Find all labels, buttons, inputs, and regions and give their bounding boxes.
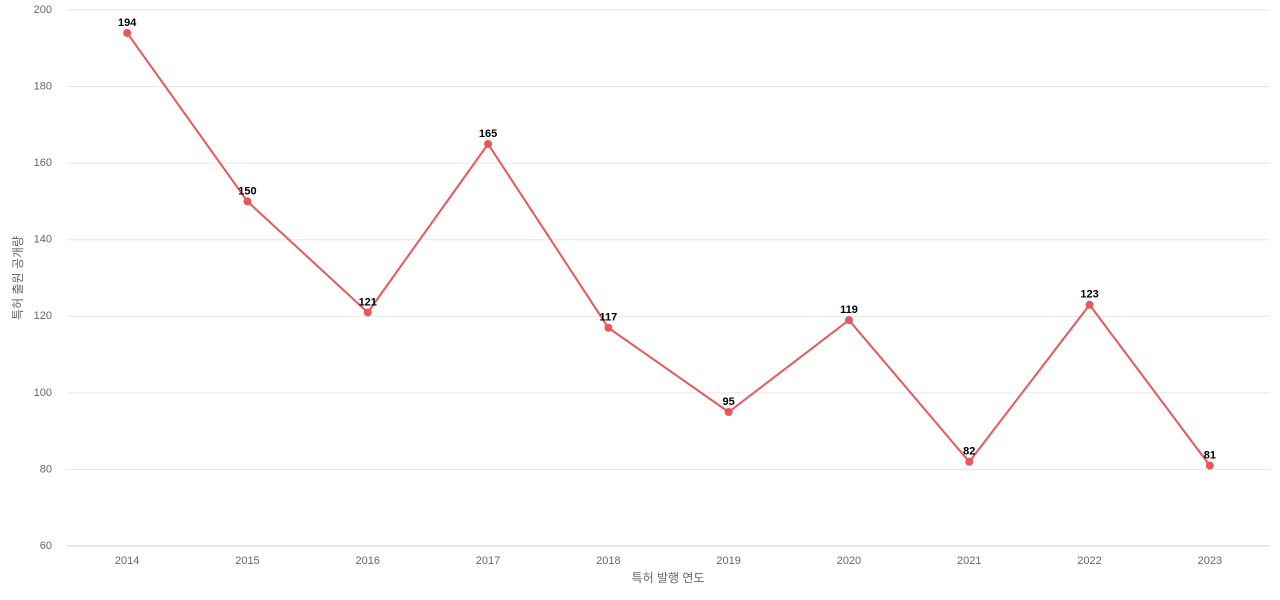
x-tick-label: 2017 (476, 555, 500, 567)
point (484, 140, 493, 148)
x-tick-label: 2020 (837, 555, 861, 567)
point (123, 28, 132, 37)
x-tick-label: 2018 (596, 555, 620, 567)
value-label: 119 (840, 304, 858, 316)
value-label: 81 (1204, 450, 1216, 462)
y-tick-label: 200 (34, 4, 52, 16)
value-label: 95 (723, 396, 735, 408)
value-label: 123 (1080, 289, 1098, 301)
point (1205, 461, 1214, 470)
value-label: 194 (118, 17, 137, 29)
point (243, 197, 252, 206)
value-label: 150 (238, 185, 256, 197)
point (724, 408, 733, 416)
x-axis-title: 특허 발행 연도 (632, 570, 705, 585)
y-tick-label: 60 (40, 540, 52, 552)
x-tick-label: 2023 (1198, 555, 1222, 567)
x-tick-label: 2016 (356, 555, 380, 567)
x-tick-label: 2021 (957, 555, 981, 567)
y-tick-label: 140 (34, 234, 52, 246)
value-label: 82 (963, 446, 975, 458)
y-axis-title: 특허 출원 공개량 (11, 236, 25, 320)
value-label: 121 (359, 296, 377, 308)
x-tick-label: 2014 (115, 555, 139, 567)
point (965, 457, 974, 466)
y-tick-label: 120 (34, 310, 52, 322)
y-tick-label: 100 (34, 387, 52, 399)
y-tick-label: 180 (34, 80, 52, 92)
value-label: 117 (599, 312, 617, 324)
y-tick-label: 80 (40, 463, 52, 475)
point (1085, 300, 1094, 309)
point (604, 323, 613, 332)
value-label: 165 (479, 128, 497, 140)
x-tick-label: 2022 (1077, 555, 1101, 567)
x-tick-label: 2015 (235, 555, 259, 567)
y-tick-label: 160 (34, 157, 52, 169)
point (363, 308, 372, 317)
x-tick-label: 2019 (716, 555, 740, 567)
line (126, 32, 1211, 467)
point (844, 316, 853, 325)
